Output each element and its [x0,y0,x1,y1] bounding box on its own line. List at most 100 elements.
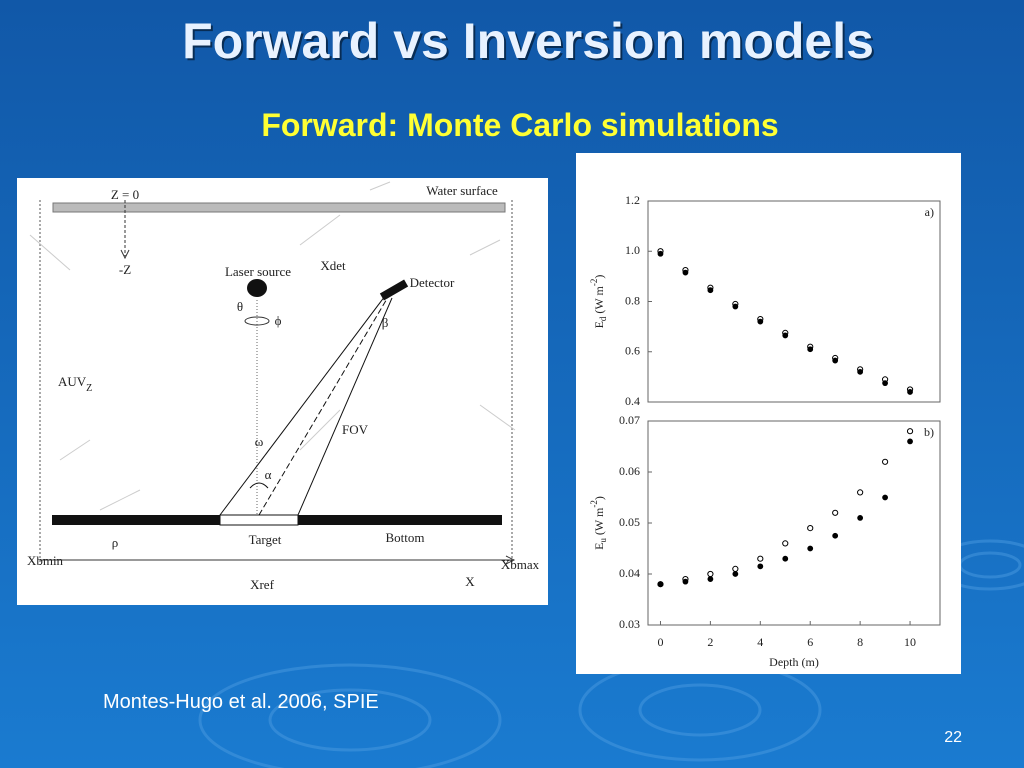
point [682,269,689,276]
subtitle: Forward: Monte Carlo simulations [261,107,778,143]
angle-arc [249,482,269,489]
point [707,287,714,294]
point [682,578,689,585]
fov-axis [258,296,389,516]
point [857,515,864,521]
fov-line [219,295,386,516]
point [782,332,789,339]
y-tick-label: 0.4 [625,394,640,408]
y-axis-label-part: E [592,543,606,550]
y-axis-label-part: u [598,538,608,543]
y-tick-label: 0.8 [625,293,640,307]
y-axis-label-part: d [598,316,608,321]
y-axis-label: Eu (W m-2) [589,496,608,550]
charts: 0.40.60.81.01.2a)Ed (W m-2)0.030.040.050… [589,193,941,669]
panel-label: a) [925,205,934,219]
point [907,389,913,395]
photon-paths [29,181,516,511]
page-number: 22 [944,729,962,746]
label: -Z [119,262,131,277]
x-tick-label: 0 [657,635,663,649]
rotation [244,316,270,326]
label: AUV [58,374,87,389]
diagram: Z = 0 Water surface -Z Laser source Xdet… [17,178,548,605]
label: X [465,574,475,589]
label: ρ [112,535,119,550]
label: Water surface [426,183,498,198]
target-bar [219,514,299,526]
y-tick-label: 0.04 [619,566,640,580]
point [857,489,864,496]
point [782,540,789,547]
label: Laser source [225,264,291,279]
point [757,563,764,570]
point [857,368,864,375]
label: β [382,315,389,330]
point [732,303,739,310]
point [707,570,714,578]
x-tick-label: 10 [904,635,916,649]
label: FOV [342,422,369,437]
y-tick-label: 1.2 [625,193,640,207]
label: Z [86,383,92,394]
fov-line [297,297,393,516]
y-axis-label-part: (W m [592,507,606,538]
bottom-bar [52,515,220,525]
laser [247,279,267,297]
label: Xbmax [501,557,540,572]
x-axis-label: Depth (m) [769,655,819,669]
diagram-bg [17,178,548,605]
y-tick-label: 0.03 [619,617,640,631]
water-surface-bar [52,202,506,213]
label: ϕ [275,313,282,328]
point [832,509,839,516]
label: Xbmin [27,553,64,568]
label: Xdet [320,258,346,273]
y-tick-label: 0.05 [619,515,640,529]
bottom-bar [298,515,502,525]
point [707,576,714,582]
point [882,380,888,387]
y-tick-label: 0.06 [619,464,640,478]
point [657,581,664,588]
y-axis-label-part: -2 [589,500,599,508]
point [732,571,739,577]
y-tick-label: 1.0 [625,243,640,257]
y-axis-label: Ed (W m-2) [589,275,608,329]
x-tick-label: 8 [857,635,863,649]
point [907,438,913,445]
x-tick-label: 4 [757,635,763,649]
arrow-head [505,555,516,565]
point [807,525,814,532]
x-tick-label: 6 [807,635,813,649]
label: Z = 0 [111,187,139,202]
label: α [265,467,272,482]
point [906,428,914,435]
point [832,532,839,539]
chart-panel [576,153,961,674]
label: Detector [410,275,455,290]
point [832,357,839,364]
point [757,555,764,562]
panel-label: b) [924,425,934,439]
x-tick-label: 2 [707,635,713,649]
point [881,458,889,465]
label: Xref [250,577,274,592]
y-axis-label-part: ) [592,496,606,500]
label: θ [237,299,243,314]
title: Forward vs Inversion models [182,13,874,69]
label: ω [255,434,264,449]
y-axis-label-part: (W m [592,285,606,316]
y-axis-label-part: ) [592,275,606,279]
point [782,555,789,562]
y-tick-label: 0.6 [625,344,640,358]
point [732,565,739,573]
detector [379,279,409,301]
point [807,545,814,552]
citation: Montes-Hugo et al. 2006, SPIE [103,691,379,713]
arrow-head [120,249,130,260]
label: Bottom [385,530,424,545]
point [657,250,664,257]
